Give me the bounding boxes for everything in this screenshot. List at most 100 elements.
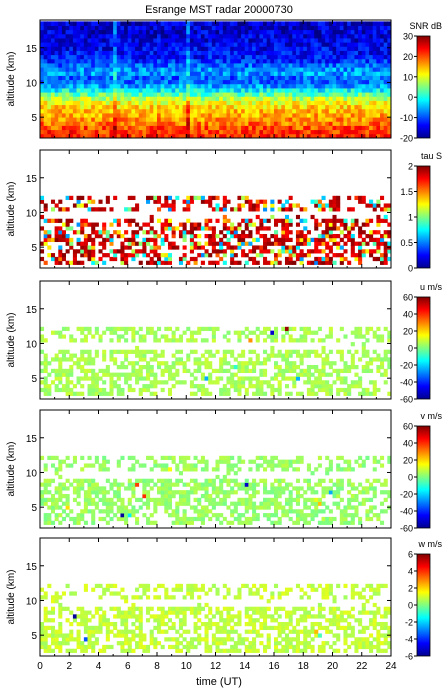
u-cell — [153, 349, 158, 354]
v-cell — [83, 497, 88, 503]
snr-cell — [109, 67, 114, 72]
snr-cell — [328, 100, 333, 106]
u-cell — [80, 364, 85, 370]
tau-cell — [160, 237, 165, 243]
v-cell — [120, 509, 125, 514]
snr-cell — [197, 42, 202, 47]
snr-cell — [383, 96, 388, 101]
snr-cell — [270, 33, 275, 39]
snr-cell — [284, 21, 290, 26]
u-cell — [237, 361, 242, 366]
tau-cell — [241, 230, 246, 235]
tau-cell — [157, 218, 162, 223]
snr-cell — [332, 50, 337, 56]
snr-cell — [153, 79, 158, 85]
tau-cell — [200, 253, 205, 258]
tau-cell — [248, 256, 253, 262]
snr-cell — [277, 129, 282, 135]
u-cell — [102, 391, 107, 396]
tau-cell — [244, 222, 249, 227]
snr-cell — [317, 88, 322, 93]
snr-cell — [127, 38, 132, 43]
snr-cell — [266, 46, 271, 51]
snr-cell — [354, 54, 359, 60]
v-cell — [80, 467, 85, 472]
snr-cell — [153, 29, 158, 35]
snr-cell — [252, 58, 257, 64]
u-cell — [50, 380, 56, 385]
u-cell — [76, 376, 81, 381]
snr-cell — [197, 50, 202, 56]
tau-cell — [76, 237, 81, 243]
snr-cell — [299, 33, 304, 39]
snr-cell — [186, 100, 191, 106]
snr-cell — [116, 79, 121, 85]
snr-cell — [230, 71, 235, 76]
snr-cell — [306, 46, 311, 51]
u-cell — [226, 391, 231, 396]
snr-cell — [160, 38, 165, 43]
tau-cell — [171, 199, 176, 204]
v-cell — [186, 490, 191, 495]
tau-cell — [263, 241, 268, 246]
snr-cell — [222, 129, 227, 135]
snr-cell — [255, 113, 260, 118]
snr-cell — [65, 21, 70, 26]
snr-cell — [274, 96, 279, 101]
tau-cell — [120, 253, 125, 258]
snr-cell — [255, 117, 260, 122]
snr-cell — [113, 21, 118, 26]
snr-cell — [124, 108, 129, 114]
snr-cell — [138, 117, 143, 122]
snr-cell — [211, 63, 216, 68]
snr-cell — [146, 83, 151, 89]
snr-cell — [124, 92, 129, 97]
snr-cell — [317, 129, 322, 135]
u-cell — [339, 357, 344, 362]
snr-cell — [303, 79, 308, 85]
snr-cell — [299, 29, 304, 35]
tau-cell — [215, 203, 220, 208]
snr-cell — [65, 50, 70, 56]
u-cell — [295, 353, 300, 358]
v-cell — [105, 478, 110, 483]
snr-cell — [204, 113, 209, 118]
v-cell — [83, 493, 88, 499]
u-cell — [189, 334, 194, 339]
snr-cell — [189, 21, 194, 26]
snr-cell — [186, 38, 191, 43]
v-cell — [127, 513, 132, 518]
tau-cell — [259, 226, 264, 231]
snr-cell — [233, 83, 238, 89]
tau-cell — [135, 233, 140, 239]
snr-cell — [336, 125, 341, 131]
snr-cell — [142, 67, 147, 72]
u-cell — [105, 372, 110, 377]
snr-cell — [61, 63, 66, 68]
tau-cell — [149, 245, 154, 250]
snr-cell — [76, 67, 81, 72]
colorbar-tick-label: 40 — [403, 310, 413, 320]
u-cell — [58, 349, 63, 354]
u-cell — [281, 334, 286, 339]
tau-cell — [157, 199, 162, 204]
snr-cell — [288, 117, 293, 122]
u-cell — [204, 338, 209, 343]
v-cell — [157, 497, 162, 503]
snr-cell — [361, 71, 366, 76]
tau-cell — [222, 241, 227, 246]
u-cell — [284, 349, 290, 354]
u-cell — [146, 376, 151, 381]
snr-cell — [299, 104, 304, 110]
snr-cell — [157, 46, 162, 51]
snr-cell — [208, 117, 213, 122]
v-cell — [164, 509, 169, 514]
u-cell — [171, 376, 176, 381]
snr-cell — [365, 50, 370, 56]
snr-cell — [69, 88, 74, 93]
v-cell — [138, 497, 143, 503]
u-cell — [208, 353, 213, 358]
snr-cell — [248, 113, 253, 118]
snr-cell — [241, 63, 246, 68]
v-cell — [83, 505, 88, 510]
